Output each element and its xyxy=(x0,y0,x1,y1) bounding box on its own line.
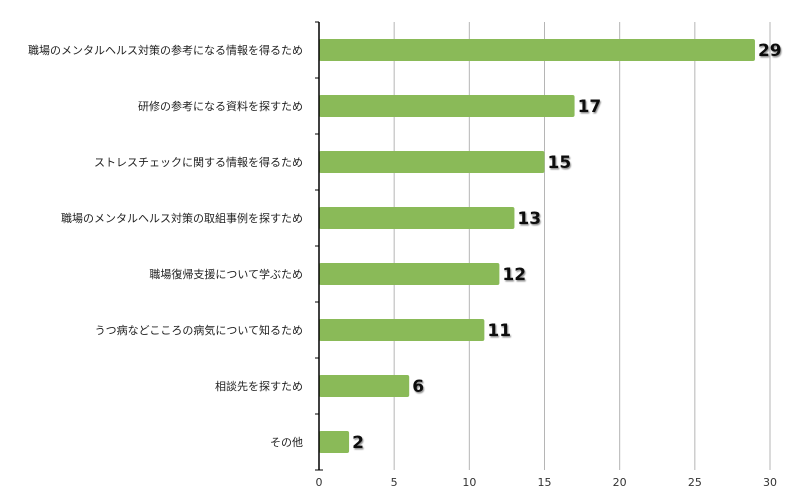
x-tick-label: 15 xyxy=(538,476,552,489)
bars xyxy=(319,39,755,453)
category-label: ストレスチェックに関する情報を得るため xyxy=(94,156,303,169)
bar xyxy=(319,319,485,341)
category-label: うつ病などこころの病気について知るため xyxy=(95,323,303,337)
gridlines xyxy=(393,22,771,470)
data-label: 29 xyxy=(758,41,782,61)
x-tick-label: 0 xyxy=(316,476,323,489)
x-tick-label: 25 xyxy=(688,476,702,489)
bar xyxy=(319,431,350,453)
bar xyxy=(319,375,410,397)
x-tick-label: 5 xyxy=(391,476,398,489)
bar xyxy=(319,263,500,285)
x-tick-label: 20 xyxy=(613,476,627,489)
x-tick-label: 30 xyxy=(763,476,777,489)
data-label: 6 xyxy=(412,377,424,397)
category-label: 研修の参考になる資料を探すため xyxy=(138,99,303,113)
category-label: 相談先を探すため xyxy=(215,379,303,393)
bar xyxy=(319,207,515,229)
bar xyxy=(319,39,755,61)
data-label: 11 xyxy=(487,321,511,341)
axes xyxy=(315,21,323,471)
category-label: その他 xyxy=(270,436,303,449)
data-label: 12 xyxy=(502,265,526,285)
category-label: 職場のメンタルヘルス対策の取組事例を探すため xyxy=(61,211,303,225)
labels: 0 5 10 15 20 25 30 職場のメンタルヘルス対策の参考になる情報を得るため 29 研… xyxy=(28,41,782,489)
category-label: 職場復帰支援について学ぶため xyxy=(149,267,303,281)
x-tick-label: 10 xyxy=(462,476,476,489)
data-label: 15 xyxy=(548,153,572,173)
bar xyxy=(319,151,545,173)
data-label: 2 xyxy=(352,433,364,453)
category-label: 職場のメンタルヘルス対策の参考になる情報を得るため xyxy=(28,43,303,57)
data-label: 13 xyxy=(517,209,541,229)
bar xyxy=(319,95,575,117)
data-label: 17 xyxy=(578,97,602,117)
